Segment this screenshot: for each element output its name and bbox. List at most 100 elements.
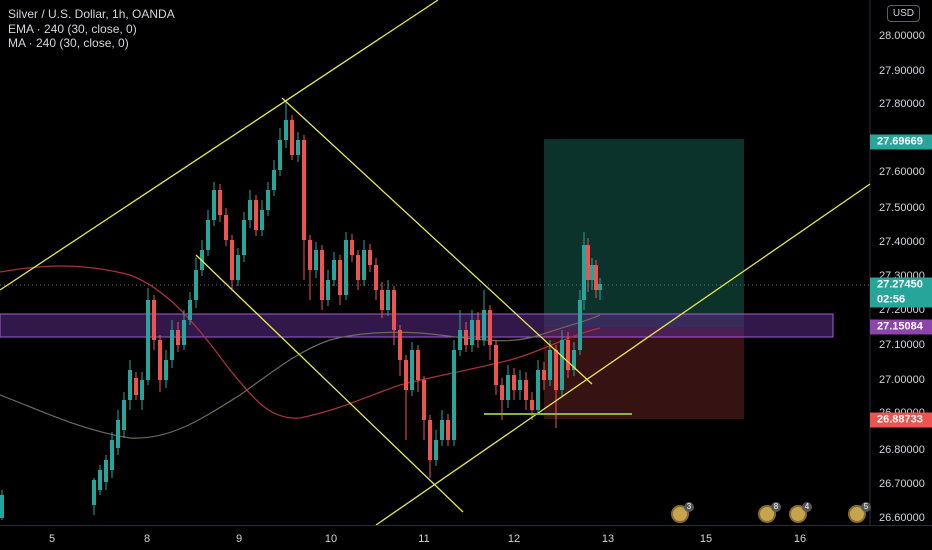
- candle-body: [434, 440, 438, 460]
- candle-body: [428, 420, 432, 460]
- candle-body: [386, 290, 390, 310]
- candle-body: [284, 120, 288, 140]
- candle-body: [488, 310, 492, 345]
- candle-body: [476, 320, 480, 340]
- symbol-title: Silver / U.S. Dollar, 1h, OANDA: [8, 7, 175, 21]
- candle-body: [278, 140, 282, 170]
- candle-body: [0, 495, 4, 510]
- candle-body: [140, 380, 144, 400]
- price-axis-label: 26.60000: [879, 512, 925, 524]
- candle-body: [344, 240, 348, 295]
- candle-body: [470, 320, 474, 345]
- last-price-tag: 27.27450: [870, 277, 932, 293]
- candle-body: [134, 378, 138, 395]
- candle-body: [530, 400, 534, 410]
- candle-body: [242, 220, 246, 255]
- economic-event-icon[interactable]: 5: [848, 502, 871, 523]
- candle-body: [458, 330, 462, 350]
- time-axis-label: 13: [601, 533, 615, 545]
- candle-body: [368, 250, 372, 265]
- candle-body: [548, 350, 552, 380]
- candle-body: [290, 120, 294, 155]
- candle-body: [518, 380, 522, 390]
- zone-price-tag: 27.15084: [870, 319, 932, 335]
- candle-body: [578, 300, 582, 350]
- time-axis-label: 16: [793, 533, 807, 545]
- candle-body: [560, 340, 564, 390]
- candle-body: [594, 265, 598, 290]
- price-axis-label: 27.10000: [879, 339, 925, 351]
- time-axis-label: 11: [418, 533, 430, 545]
- candle-body: [92, 480, 96, 505]
- candle-body: [296, 140, 300, 155]
- time-axis-label: 15: [699, 533, 713, 545]
- candle-body: [452, 350, 456, 440]
- candle-body: [542, 370, 546, 380]
- candle-body: [554, 350, 558, 390]
- candle-body: [582, 245, 586, 300]
- ma-indicator-label[interactable]: MA · 240 (30, close, 0): [8, 36, 129, 50]
- candle-body: [500, 385, 504, 400]
- target-price-tag: 27.69669: [870, 134, 932, 150]
- candle-body: [308, 240, 312, 270]
- ascending-trendline: [375, 183, 871, 526]
- ma-line: [0, 314, 601, 439]
- stop-loss-zone: [544, 327, 744, 419]
- economic-event-icon[interactable]: 4: [789, 502, 812, 523]
- candle-body: [104, 460, 108, 482]
- candle-body: [572, 350, 576, 370]
- candle-body: [446, 420, 450, 440]
- candle-body: [302, 140, 306, 240]
- candle-body: [212, 190, 216, 220]
- candle-body: [320, 250, 324, 300]
- candle-body: [350, 240, 354, 255]
- price-axis-label: 26.80000: [879, 444, 925, 456]
- candle-body: [188, 300, 192, 320]
- candle-body: [236, 255, 240, 280]
- candle-body: [524, 380, 528, 400]
- candle-body: [158, 340, 162, 380]
- time-axis-divider: [0, 525, 932, 526]
- candle-body: [506, 375, 510, 400]
- candle-body: [416, 350, 420, 380]
- candle-body: [590, 265, 594, 280]
- economic-event-icon[interactable]: 3: [671, 502, 694, 523]
- time-axis-label: 5: [48, 533, 56, 545]
- currency-button[interactable]: USD: [886, 5, 920, 22]
- candle-body: [380, 290, 384, 310]
- candle-body: [122, 400, 126, 430]
- candle-body: [598, 284, 602, 290]
- candle-body: [266, 190, 270, 210]
- candle-body: [440, 420, 444, 440]
- stop-price-tag: 26.88733: [870, 412, 932, 428]
- descending-channel-top: [281, 97, 593, 385]
- candle-body: [230, 240, 234, 280]
- price-axis-label: 28.00000: [879, 30, 925, 42]
- chart-legend: Silver / U.S. Dollar, 1h, OANDA EMA · 24…: [8, 7, 175, 51]
- candle-body: [374, 265, 378, 290]
- candle-body: [146, 300, 150, 380]
- candle-body: [272, 170, 276, 190]
- ema-indicator-label[interactable]: EMA · 240 (30, close, 0): [8, 21, 137, 36]
- candle-body: [326, 280, 330, 300]
- time-axis-label: 10: [324, 533, 338, 545]
- candle-body: [494, 345, 498, 385]
- candle-body: [218, 190, 222, 215]
- candle-body: [314, 250, 318, 270]
- price-axis-label: 27.50000: [879, 202, 925, 214]
- time-axis-label: 12: [507, 533, 521, 545]
- take-profit-zone: [544, 139, 744, 327]
- economic-event-icon[interactable]: 8: [758, 502, 781, 523]
- price-axis-label: 27.60000: [879, 166, 925, 178]
- candle-body: [536, 370, 540, 410]
- candle-body: [410, 350, 414, 390]
- candle-body: [362, 250, 366, 280]
- bar-countdown-tag: 02:56: [870, 292, 932, 308]
- candle-body: [110, 440, 114, 470]
- price-axis-label: 27.00000: [879, 374, 925, 386]
- candle-body: [182, 320, 186, 345]
- candle-body: [248, 200, 252, 220]
- candle-body: [194, 270, 198, 300]
- ema-line: [0, 265, 601, 419]
